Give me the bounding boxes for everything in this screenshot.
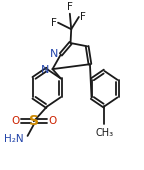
Text: O: O xyxy=(48,116,56,126)
Text: F: F xyxy=(80,12,86,22)
Text: S: S xyxy=(29,114,39,128)
Text: CH₃: CH₃ xyxy=(95,128,114,138)
Text: F: F xyxy=(51,18,57,28)
Text: O: O xyxy=(11,116,20,126)
Text: F: F xyxy=(67,2,73,12)
Text: H₂N: H₂N xyxy=(4,134,24,144)
Text: N: N xyxy=(41,65,50,75)
Text: N: N xyxy=(49,49,58,60)
